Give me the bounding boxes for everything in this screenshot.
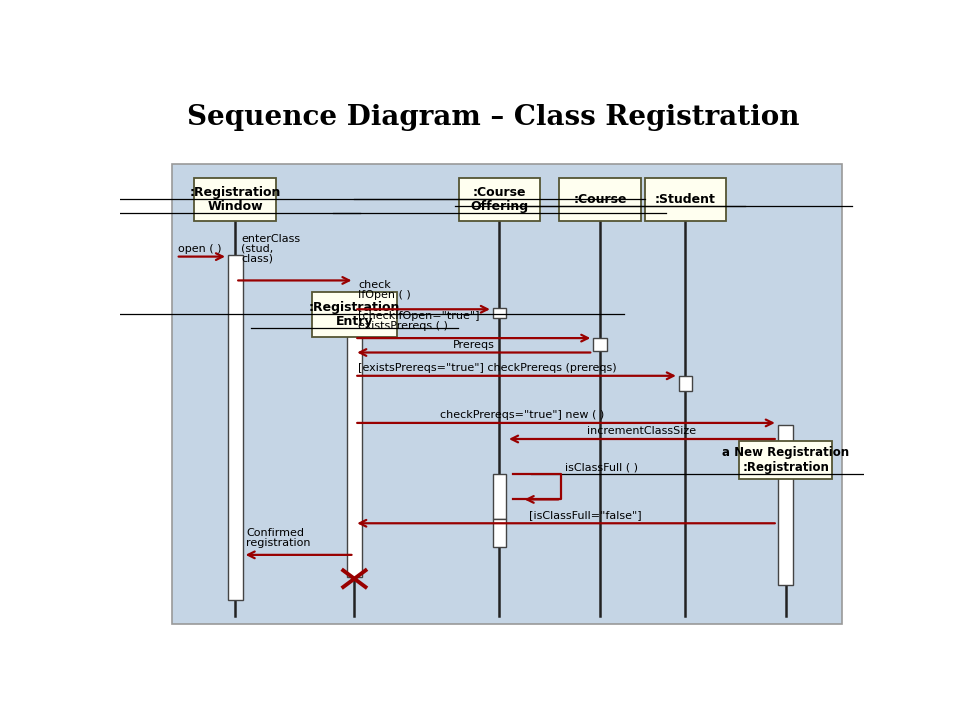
FancyBboxPatch shape [739, 441, 832, 479]
FancyBboxPatch shape [194, 178, 276, 221]
Text: enterClass: enterClass [241, 234, 300, 244]
Text: [existsPrereqs="true"] checkPrereqs (prereqs): [existsPrereqs="true"] checkPrereqs (pre… [358, 363, 616, 373]
FancyBboxPatch shape [347, 292, 362, 577]
Text: [checkIfOpen="true"]: [checkIfOpen="true"] [358, 311, 480, 321]
Text: Offering: Offering [470, 200, 529, 213]
Text: [isClassFull="false"]: [isClassFull="false"] [529, 510, 642, 521]
FancyBboxPatch shape [228, 256, 243, 600]
FancyBboxPatch shape [644, 178, 727, 221]
FancyBboxPatch shape [312, 292, 397, 337]
Text: incrementClassSize: incrementClassSize [588, 426, 696, 436]
Text: checkPrereqs="true"] new ( ): checkPrereqs="true"] new ( ) [440, 410, 604, 420]
FancyBboxPatch shape [779, 425, 793, 585]
Text: :Registration: :Registration [190, 186, 281, 199]
Text: :Course: :Course [573, 193, 627, 206]
Text: :Registration: :Registration [309, 300, 400, 313]
FancyBboxPatch shape [593, 338, 607, 351]
FancyBboxPatch shape [459, 178, 540, 221]
Text: a New Registration: a New Registration [722, 446, 850, 459]
FancyBboxPatch shape [172, 164, 842, 624]
Text: Window: Window [207, 200, 263, 213]
Text: class): class) [241, 254, 274, 264]
Text: :Student: :Student [655, 193, 716, 206]
FancyBboxPatch shape [492, 519, 506, 546]
FancyBboxPatch shape [492, 474, 506, 519]
Text: Entry: Entry [336, 315, 373, 328]
Text: IfOpen ( ): IfOpen ( ) [358, 290, 411, 300]
Text: registration: registration [247, 538, 311, 548]
Text: existsPrereqs ( ): existsPrereqs ( ) [358, 321, 448, 331]
FancyBboxPatch shape [492, 308, 506, 318]
Text: :Registration: :Registration [742, 461, 829, 474]
Text: Sequence Diagram – Class Registration: Sequence Diagram – Class Registration [187, 104, 800, 131]
Text: Prereqs: Prereqs [453, 341, 494, 351]
Text: open ( ): open ( ) [178, 244, 222, 254]
Text: :Course: :Course [472, 186, 526, 199]
Text: Confirmed: Confirmed [247, 528, 304, 538]
Text: check: check [358, 280, 391, 290]
FancyBboxPatch shape [559, 178, 641, 221]
Text: isClassFull ( ): isClassFull ( ) [564, 463, 637, 473]
FancyBboxPatch shape [679, 376, 692, 391]
Text: (stud,: (stud, [241, 244, 274, 254]
